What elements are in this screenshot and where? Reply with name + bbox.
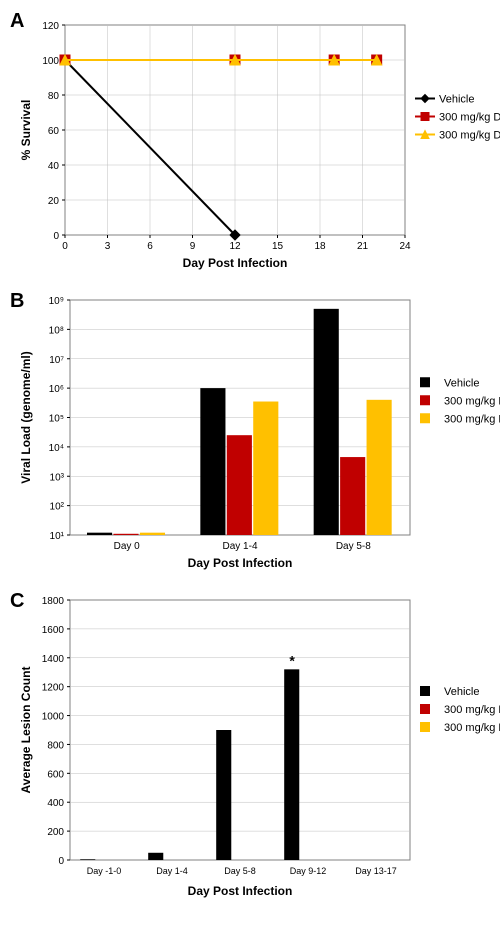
svg-text:10⁶: 10⁶ (49, 384, 64, 395)
svg-text:300 mg/kg Day 1: 300 mg/kg Day 1 (444, 413, 500, 425)
svg-text:Vehicle: Vehicle (444, 377, 479, 389)
svg-text:*: * (289, 652, 295, 668)
svg-text:10⁸: 10⁸ (49, 325, 64, 336)
svg-text:100: 100 (42, 56, 59, 67)
svg-text:Day -1-0: Day -1-0 (87, 866, 122, 876)
svg-text:Day 5-8: Day 5-8 (336, 541, 371, 552)
svg-text:Vehicle: Vehicle (444, 686, 479, 698)
svg-text:Day Post Infection: Day Post Infection (188, 884, 293, 898)
svg-text:10⁹: 10⁹ (49, 296, 64, 307)
viral-load-chart: 10¹ 10² 10³ 10⁴ 10⁵ 10⁶ 10⁷ 10⁸ 10⁹ Day 0 Day 1-4 D… (10, 290, 490, 580)
svg-text:40: 40 (48, 161, 60, 172)
svg-text:6: 6 (147, 241, 153, 252)
svg-text:21: 21 (357, 241, 369, 252)
svg-text:10⁷: 10⁷ (49, 355, 64, 366)
panel-a: A 02040608010012003691215182124% Surviva… (10, 10, 490, 280)
svg-text:Day Post Infection: Day Post Infection (188, 556, 293, 570)
svg-text:1000: 1000 (42, 712, 65, 723)
svg-text:Day Post Infection: Day Post Infection (183, 256, 288, 270)
svg-text:Day 1-4: Day 1-4 (222, 541, 257, 552)
svg-text:120: 120 (42, 21, 59, 32)
svg-text:Day 5-8: Day 5-8 (224, 866, 256, 876)
svg-text:0: 0 (58, 856, 64, 867)
survival-chart: 0 20 40 60 80 100 120 0 3 6 9 12 15 18 21 24 % Survival D… (10, 10, 490, 280)
panel-c: C 020040060080010001200140016001800Day -… (10, 590, 490, 915)
svg-text:Average Lesion Count: Average Lesion Count (19, 667, 33, 794)
svg-text:3: 3 (105, 241, 111, 252)
svg-text:Day 9-12: Day 9-12 (290, 866, 327, 876)
svg-text:0: 0 (62, 241, 68, 252)
svg-text:1800: 1800 (42, 596, 65, 607)
svg-text:300 mg/kg Day 0: 300 mg/kg Day 0 (439, 112, 500, 124)
svg-text:Vehicle: Vehicle (439, 94, 474, 106)
svg-text:Day 13-17: Day 13-17 (355, 866, 397, 876)
svg-text:300 mg/kg Day 0: 300 mg/kg Day 0 (444, 395, 500, 407)
svg-text:Day 1-4: Day 1-4 (156, 866, 188, 876)
svg-text:80: 80 (48, 91, 60, 102)
svg-text:15: 15 (272, 241, 284, 252)
svg-text:1200: 1200 (42, 683, 65, 694)
lesion-count-chart: 0 200 400 600 800 1000 1200 1400 1600 1800 Day -1-… (10, 590, 490, 915)
svg-text:24: 24 (399, 241, 411, 252)
svg-text:10⁴: 10⁴ (49, 443, 64, 454)
svg-text:400: 400 (47, 798, 64, 809)
svg-text:200: 200 (47, 827, 64, 838)
panel-b: B 10¹10²10³10⁴10⁵10⁶10⁷10⁸10⁹Day 0Day 1-… (10, 290, 490, 580)
svg-text:1400: 1400 (42, 654, 65, 665)
svg-text:Viral Load (genome/ml): Viral Load (genome/ml) (19, 351, 33, 483)
svg-text:800: 800 (47, 740, 64, 751)
svg-text:300 mg/kg Day 0: 300 mg/kg Day 0 (444, 704, 500, 716)
svg-text:12: 12 (229, 241, 241, 252)
svg-text:1600: 1600 (42, 625, 65, 636)
svg-text:300 mg/kg Day 1: 300 mg/kg Day 1 (444, 722, 500, 734)
svg-text:10²: 10² (50, 502, 65, 513)
svg-text:600: 600 (47, 769, 64, 780)
svg-text:% Survival: % Survival (19, 100, 33, 161)
svg-text:300 mg/kg Day 1: 300 mg/kg Day 1 (439, 130, 500, 142)
svg-text:Day 0: Day 0 (114, 541, 141, 552)
svg-text:9: 9 (190, 241, 196, 252)
svg-text:18: 18 (314, 241, 326, 252)
svg-text:10⁵: 10⁵ (49, 414, 64, 425)
svg-text:60: 60 (48, 126, 60, 137)
svg-text:10¹: 10¹ (50, 531, 65, 542)
svg-text:10³: 10³ (50, 472, 65, 483)
svg-text:0: 0 (53, 231, 59, 242)
svg-text:20: 20 (48, 196, 60, 207)
